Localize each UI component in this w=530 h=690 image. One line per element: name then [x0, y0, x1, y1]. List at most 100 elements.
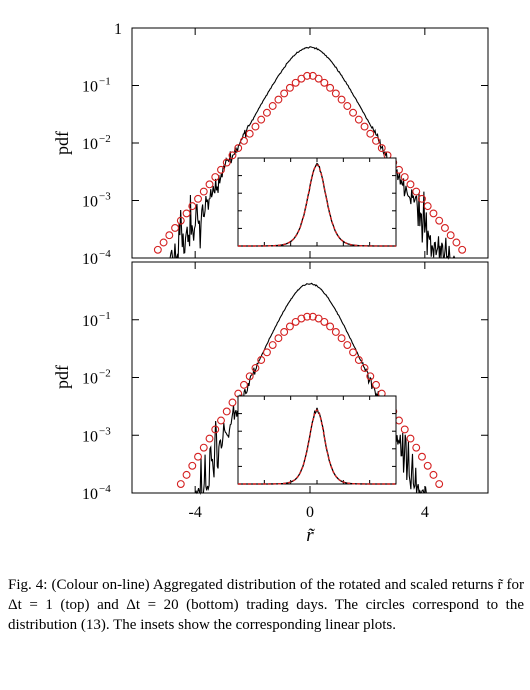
model-point: [423, 461, 432, 470]
model-point: [326, 322, 335, 331]
y-tick-label: 10: [82, 371, 98, 388]
model-point: [303, 71, 312, 80]
bottom-panel: 10−110−210−310−4 pdf -4 0 4 r̃: [52, 261, 489, 546]
model-point: [268, 341, 277, 349]
model-point: [262, 348, 271, 357]
y-tick-label: 1: [114, 21, 122, 38]
model-point: [412, 443, 421, 452]
y-tick-label-exponent: −3: [99, 425, 111, 437]
model-point: [435, 480, 444, 488]
model-point: [320, 317, 329, 326]
model-point: [188, 461, 197, 470]
model-point: [458, 245, 467, 254]
model-point: [245, 372, 254, 381]
model-point: [360, 364, 369, 372]
model-point: [217, 416, 225, 425]
model-point: [343, 102, 352, 110]
model-point: [406, 434, 415, 443]
model-point: [308, 312, 317, 321]
top-empirical-series: [139, 46, 481, 260]
model-point: [314, 314, 323, 323]
model-point: [251, 122, 260, 131]
bottom-empirical-series: [139, 282, 481, 495]
model-point: [268, 102, 277, 110]
y-tick-label: 10: [82, 251, 98, 268]
model-point: [262, 108, 271, 117]
bottom-y-axis-label: pdf: [52, 365, 72, 389]
figure: 110−110−210−310−4 pdf 10−110−210−310−4 p…: [52, 21, 489, 546]
model-point: [349, 348, 358, 357]
model-point: [285, 322, 294, 331]
y-tick-label-exponent: −4: [99, 483, 111, 495]
y-tick-label: 10: [82, 428, 98, 445]
empirical-line: [139, 46, 481, 260]
figure-caption: Fig. 4: (Colour on-line) Aggregated dist…: [8, 577, 524, 633]
y-tick-label: 10: [82, 486, 98, 503]
model-point: [446, 231, 455, 240]
model-point: [245, 129, 254, 138]
y-tick-label: 10: [82, 79, 98, 96]
top-y-tick-labels: 110−110−210−310−4: [82, 21, 122, 268]
bottom-inset-plot: [237, 395, 397, 485]
top-inset-series: [238, 162, 396, 247]
model-point: [354, 356, 363, 364]
top-inset-ticks: [238, 158, 396, 246]
model-point: [337, 334, 346, 343]
model-point: [165, 231, 174, 240]
bottom-axis-ticks: [132, 262, 488, 494]
model-point: [257, 115, 266, 124]
model-point: [205, 434, 214, 443]
model-point: [182, 470, 191, 479]
model-point: [171, 224, 180, 232]
model-point: [337, 95, 346, 104]
model-point: [412, 187, 421, 196]
model-point: [285, 83, 294, 92]
top-panel: 110−110−210−310−4 pdf: [52, 21, 489, 268]
model-point: [217, 165, 225, 174]
top-axis-ticks: [132, 27, 488, 259]
model-point: [331, 328, 340, 336]
model-point: [400, 425, 409, 434]
bottom-inset-series: [238, 407, 396, 485]
y-tick-label-exponent: −4: [99, 248, 111, 260]
model-point: [176, 480, 185, 488]
model-point: [435, 216, 444, 225]
model-point: [153, 245, 162, 254]
model-point: [159, 238, 168, 247]
model-point: [240, 136, 248, 145]
x-axis-label: r̃: [306, 525, 315, 546]
model-point: [251, 364, 260, 372]
y-tick-label-exponent: −1: [99, 76, 111, 88]
model-point: [377, 144, 386, 153]
model-point: [291, 78, 300, 87]
model-point: [418, 194, 426, 203]
model-point: [194, 194, 202, 203]
model-point: [360, 122, 369, 131]
model-point: [194, 452, 202, 461]
y-tick-label: 10: [82, 313, 98, 330]
model-point: [211, 425, 220, 434]
model-point: [280, 328, 289, 336]
top-inset-frame: [237, 157, 397, 247]
model-point: [366, 372, 375, 381]
model-point: [423, 202, 432, 211]
model-point: [274, 95, 283, 104]
model-point: [222, 407, 231, 416]
empirical-line: [139, 282, 481, 495]
model-point: [354, 115, 363, 124]
model-point: [372, 136, 380, 145]
model-point: [429, 470, 438, 479]
model-point: [240, 380, 248, 389]
model-point: [303, 312, 312, 321]
model-point: [331, 89, 340, 98]
model-point: [211, 173, 220, 181]
model-point: [222, 158, 231, 167]
model-point: [205, 180, 214, 189]
y-tick-label-exponent: −2: [99, 133, 111, 145]
x-tick-label: -4: [188, 504, 201, 521]
model-point: [182, 209, 191, 218]
x-tick-label: 0: [306, 504, 314, 521]
model-point: [199, 443, 208, 452]
model-point: [406, 180, 415, 189]
y-tick-label: 10: [82, 136, 98, 153]
